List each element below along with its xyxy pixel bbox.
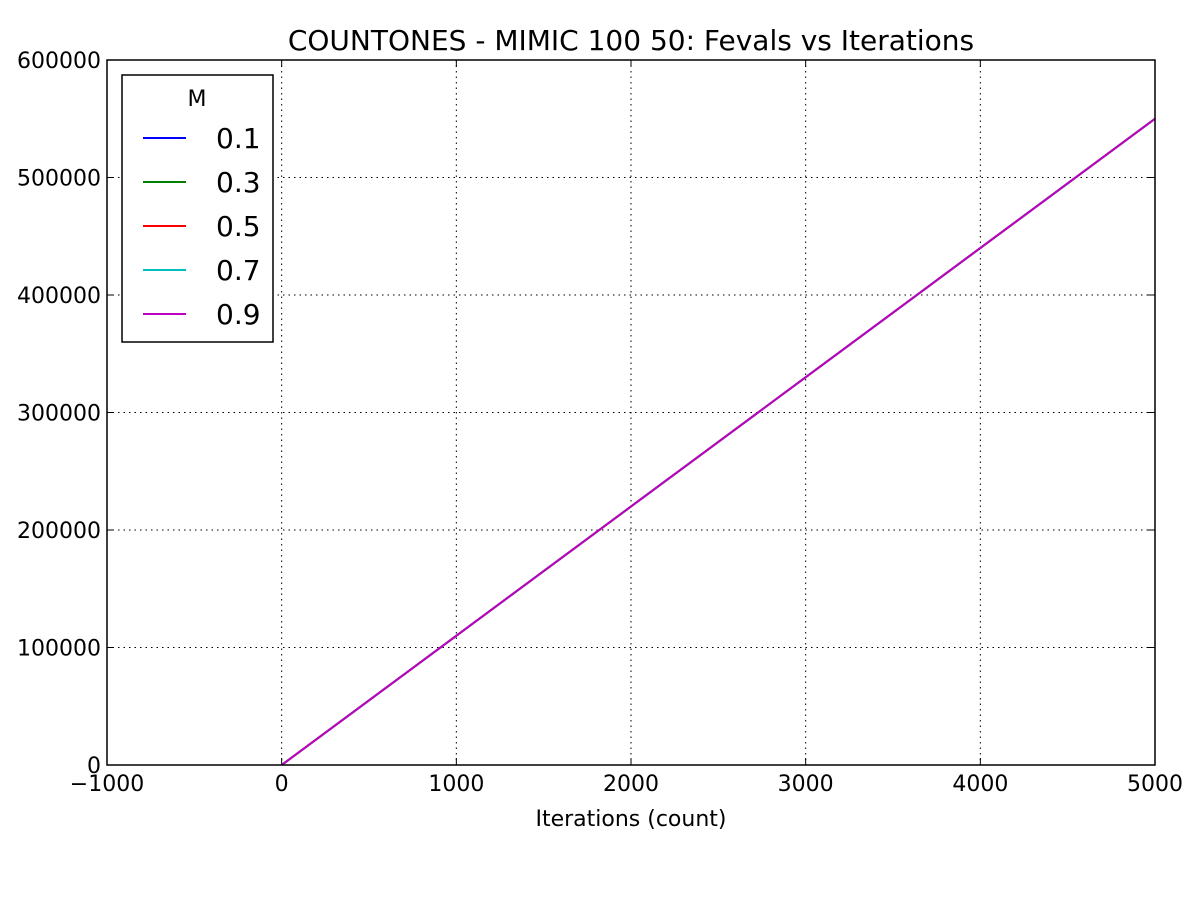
legend-label: 0.1 (216, 122, 261, 155)
y-tick-label: 400000 (17, 284, 101, 309)
x-tick-label: 5000 (1127, 772, 1183, 797)
grid-lines (107, 60, 1155, 765)
x-tick-label: 4000 (952, 772, 1008, 797)
legend-box (121, 74, 274, 343)
y-tick-label: 100000 (17, 637, 101, 662)
legend-entries: 0.1 0.3 0.5 0.7 0.9 (143, 122, 261, 331)
x-tick-label: −1000 (70, 772, 144, 797)
x-tick-label: 3000 (778, 772, 834, 797)
y-tick-label: 200000 (17, 519, 101, 544)
x-tick-label: 2000 (603, 772, 659, 797)
y-tick-label: 500000 (17, 167, 101, 192)
y-tick-label: 600000 (17, 49, 101, 74)
x-tick-label: 0 (275, 772, 289, 797)
legend-label: 0.5 (216, 210, 261, 243)
legend-label: 0.7 (216, 254, 261, 287)
legend: M 0.1 0.3 0.5 0.7 0.9 (121, 74, 274, 343)
x-axis-label: Iterations (count) (535, 807, 726, 832)
y-tick-label: 0 (87, 754, 101, 779)
axis-ticks: −1000 0 1000 2000 3000 4000 500001000002000003… (17, 49, 1183, 797)
legend-title: M (188, 87, 207, 112)
x-tick-label: 1000 (428, 772, 484, 797)
series-lines (281, 117, 1156, 766)
legend-label: 0.3 (216, 166, 261, 199)
series-line-0-9 (281, 117, 1156, 766)
chart-title: COUNTONES - MIMIC 100 50: Fevals vs Iter… (288, 24, 974, 57)
legend-label: 0.9 (216, 298, 261, 331)
y-tick-label: 300000 (17, 402, 101, 427)
